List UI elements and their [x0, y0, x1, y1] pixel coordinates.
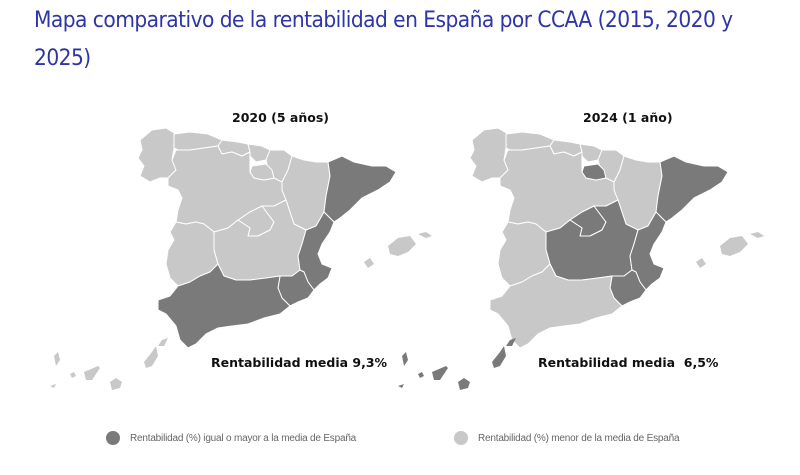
map-title-2020: 2020 (5 años) [232, 110, 329, 125]
average-label-2020: Rentabilidad media 9,3% [211, 355, 388, 370]
region-canarias-2020 [50, 338, 168, 390]
region-canarias-2024 [398, 338, 516, 390]
legend-item-below: Rentabilidad (%) menor de la media de Es… [454, 431, 680, 445]
legend-label-below: Rentabilidad (%) menor de la media de Es… [478, 432, 680, 444]
page-title: Mapa comparativo de la rentabilidad en E… [34, 8, 733, 71]
legend-dot-dark-icon [106, 431, 120, 445]
legend-item-above: Rentabilidad (%) igual o mayor a la medi… [106, 431, 356, 445]
legend-label-above: Rentabilidad (%) igual o mayor a la medi… [130, 432, 357, 444]
map-2020 [50, 127, 432, 390]
region-baleares-2020 [364, 232, 432, 268]
map-title-2024: 2024 (1 año) [583, 110, 673, 125]
average-label-2024: Rentabilidad media 6,5% [538, 355, 719, 370]
region-cataluna-2024 [655, 155, 729, 223]
region-cataluna-2020 [323, 155, 397, 223]
legend-dot-light-icon [454, 431, 468, 445]
region-galicia-2020 [137, 127, 177, 183]
region-galicia-2024 [469, 127, 509, 183]
map-2024 [398, 127, 764, 390]
region-baleares-2024 [696, 232, 764, 268]
